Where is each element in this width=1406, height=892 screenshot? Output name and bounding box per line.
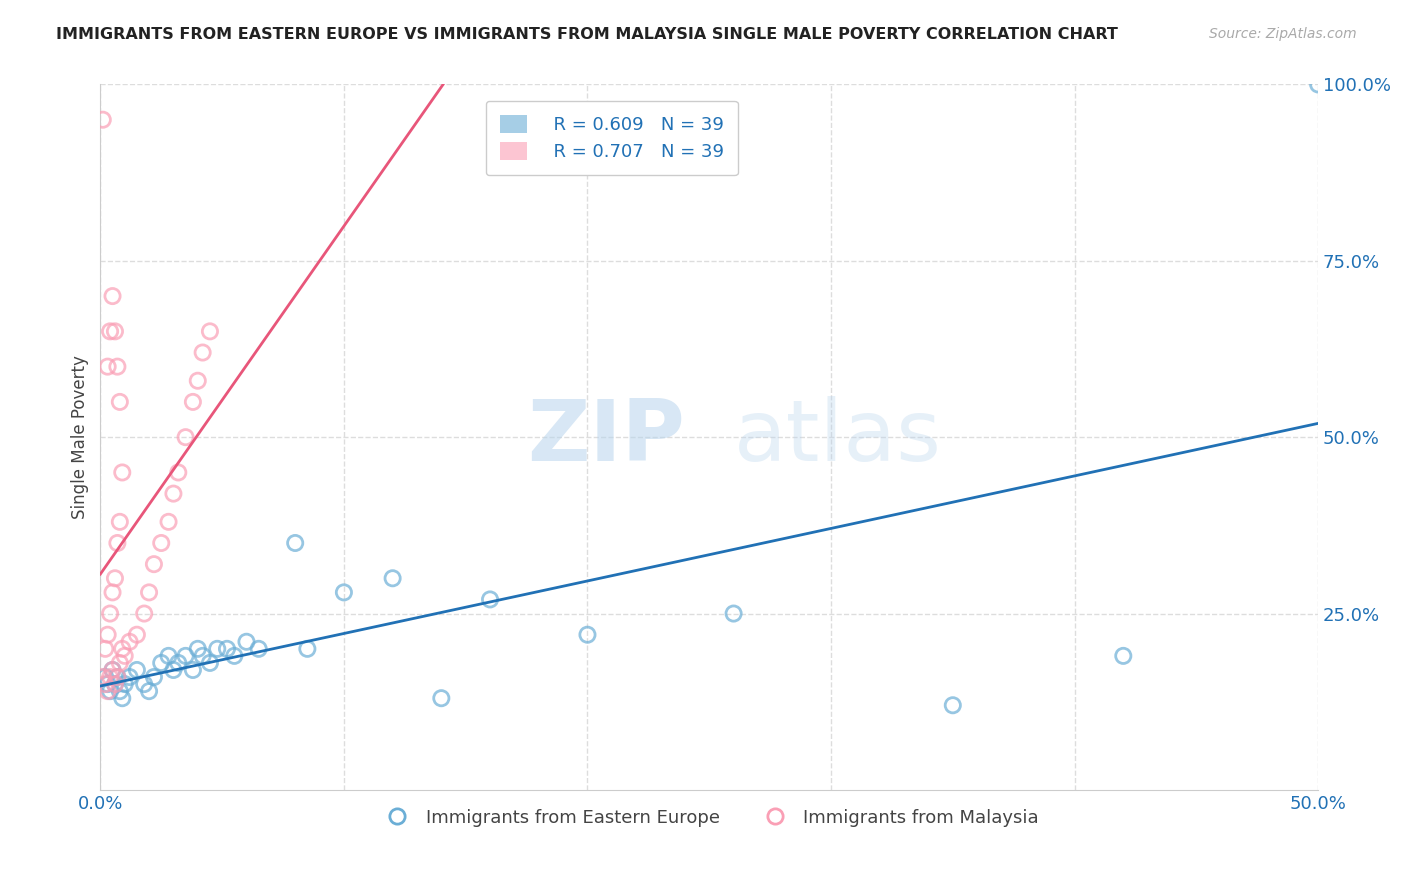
Point (114, 677, 136, 691)
Point (723, 607, 745, 621)
Point (105, 670, 128, 684)
Point (187, 374, 209, 388)
Point (97, 628, 120, 642)
Point (333, 585, 356, 599)
Point (174, 430, 197, 444)
Point (191, 345, 214, 359)
Point (134, 607, 156, 621)
Point (97, 677, 120, 691)
Point (98, 324, 121, 338)
Point (198, 324, 221, 338)
Point (108, 515, 131, 529)
Point (174, 648, 197, 663)
Point (1308, 78, 1330, 92)
Point (111, 691, 134, 706)
Point (101, 289, 124, 303)
Point (191, 648, 214, 663)
Point (91, 670, 114, 684)
Point (94, 641, 117, 656)
Point (98, 684, 121, 698)
Point (104, 571, 127, 585)
Point (105, 359, 128, 374)
Point (98, 607, 121, 621)
Point (138, 585, 160, 599)
Point (108, 656, 131, 670)
Point (181, 395, 204, 409)
Point (1112, 648, 1135, 663)
Point (101, 585, 124, 599)
Point (98, 670, 121, 684)
Point (142, 557, 165, 571)
Point (150, 656, 173, 670)
Point (235, 634, 257, 648)
Point (942, 698, 965, 713)
Point (162, 663, 184, 677)
Point (94, 670, 117, 684)
Point (150, 536, 173, 550)
Point (101, 663, 124, 677)
Point (207, 641, 229, 656)
Point (576, 628, 599, 642)
Point (104, 677, 127, 691)
Point (157, 648, 180, 663)
Point (125, 628, 148, 642)
Point (101, 663, 124, 677)
Point (94, 677, 117, 691)
Point (297, 641, 319, 656)
Point (97, 359, 120, 374)
Point (108, 395, 131, 409)
Point (215, 641, 238, 656)
Text: Source: ZipAtlas.com: Source: ZipAtlas.com (1209, 27, 1357, 41)
Point (430, 691, 453, 706)
Point (167, 656, 190, 670)
Point (111, 641, 134, 656)
Legend: Immigrants from Eastern Europe, Immigrants from Malaysia: Immigrants from Eastern Europe, Immigran… (373, 801, 1046, 834)
Point (479, 592, 502, 607)
Text: IMMIGRANTS FROM EASTERN EUROPE VS IMMIGRANTS FROM MALAYSIA SINGLE MALE POVERTY C: IMMIGRANTS FROM EASTERN EUROPE VS IMMIGR… (56, 27, 1118, 42)
Point (247, 641, 270, 656)
Point (111, 466, 134, 480)
Point (142, 670, 165, 684)
Point (105, 670, 128, 684)
Point (181, 663, 204, 677)
Point (104, 324, 127, 338)
Text: ZIP: ZIP (527, 396, 685, 479)
Point (118, 634, 141, 648)
Point (284, 536, 307, 550)
Point (118, 670, 141, 684)
Point (108, 684, 131, 698)
Point (198, 656, 221, 670)
Point (157, 515, 180, 529)
Point (381, 571, 404, 585)
Point (97, 684, 120, 698)
Point (91, 112, 114, 127)
Point (138, 684, 160, 698)
Point (105, 536, 128, 550)
Text: atlas: atlas (734, 396, 942, 479)
Point (224, 648, 246, 663)
Point (114, 648, 136, 663)
Point (134, 677, 156, 691)
Point (104, 677, 127, 691)
Point (187, 641, 209, 656)
Y-axis label: Single Male Poverty: Single Male Poverty (72, 355, 89, 519)
Point (167, 466, 190, 480)
Point (162, 486, 184, 500)
Point (125, 663, 148, 677)
